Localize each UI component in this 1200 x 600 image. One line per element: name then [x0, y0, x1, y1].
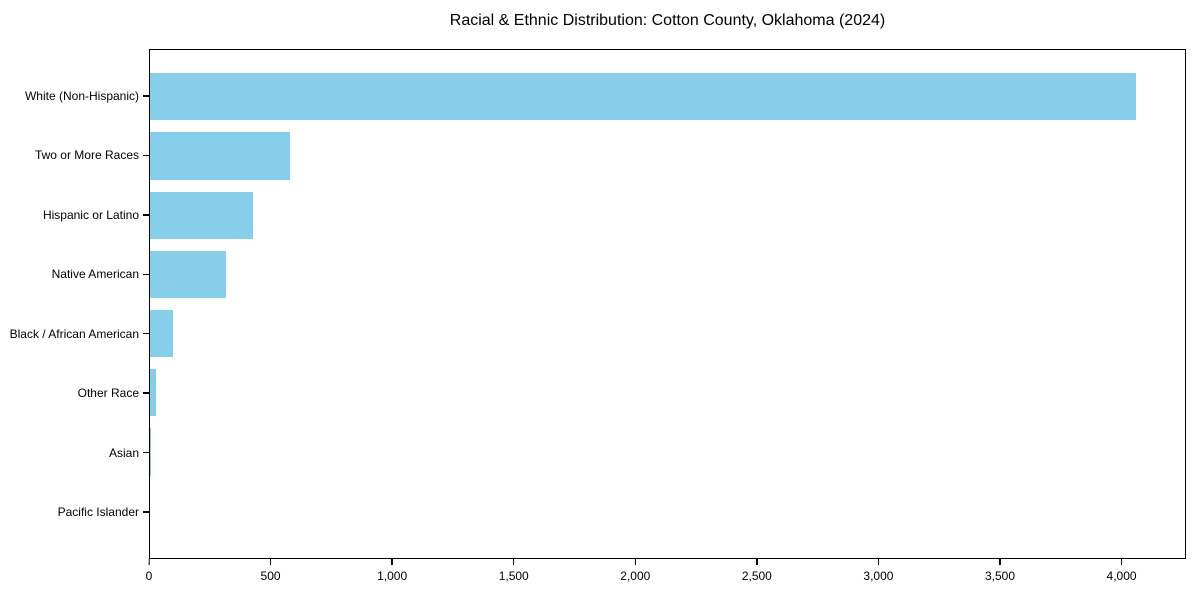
- x-tick-mark: [634, 559, 637, 565]
- y-tick-two-or-more-races: Two or More Races: [35, 148, 149, 162]
- x-tick-mark: [269, 559, 272, 565]
- bar-other-race: [150, 369, 156, 417]
- x-tick-label: 0: [145, 569, 153, 583]
- x-tick-mark: [1120, 559, 1123, 565]
- bar-black-african-american: [150, 309, 174, 358]
- y-tick-mark: [143, 214, 149, 216]
- y-axis: White (Non-Hispanic) Two or More Races His…: [0, 49, 149, 559]
- y-tick-mark: [143, 392, 149, 394]
- x-tick-1500: 1,500: [499, 559, 529, 583]
- x-tick-mark: [391, 559, 393, 565]
- y-tick-mark: [143, 154, 149, 157]
- x-tick-2000: 2,000: [620, 559, 650, 583]
- y-tick-label: Black / African American: [9, 326, 139, 341]
- x-tick-label: 1,500: [498, 569, 529, 583]
- y-tick-label: Two or More Races: [34, 148, 139, 163]
- x-tick-4000: 4,000: [1107, 559, 1137, 583]
- bar-two-or-more-races: [150, 132, 291, 180]
- chart-title: Racial & Ethnic Distribution: Cotton Cou…: [449, 12, 886, 29]
- y-tick-mark: [143, 451, 149, 454]
- x-tick-1000: 1,000: [377, 559, 407, 583]
- y-tick-mark: [143, 95, 149, 97]
- y-tick-hispanic-or-latino: Hispanic or Latino: [43, 208, 149, 222]
- bar-hispanic-or-latino: [150, 191, 253, 239]
- x-tick-label: 1,000: [377, 569, 408, 583]
- y-tick-label: Pacific Islander: [57, 505, 139, 520]
- y-tick-label: Native American: [51, 267, 139, 282]
- x-tick-mark: [148, 559, 150, 565]
- x-axis: 0 500 1,000 1,500 2,000 2,500 3,000 3,500 4,000: [145, 559, 1186, 593]
- x-tick-mark: [999, 559, 1001, 565]
- x-tick-label: 3,500: [984, 569, 1015, 583]
- y-tick-pacific-islander: Pacific Islander: [58, 505, 149, 519]
- x-tick-label: 2,000: [620, 569, 651, 583]
- x-tick-label: 3,000: [863, 569, 894, 583]
- y-tick-label: White (Non-Hispanic): [24, 88, 139, 103]
- y-tick-label: Other Race: [77, 386, 139, 401]
- x-tick-mark: [877, 559, 880, 565]
- x-tick-0: 0: [145, 559, 153, 583]
- x-tick-label: 2,500: [741, 569, 772, 583]
- x-tick-mark: [512, 559, 515, 565]
- x-tick-label: 4,000: [1106, 569, 1137, 583]
- y-tick-other-race: Other Race: [78, 386, 149, 400]
- y-tick-asian: Asian: [109, 446, 149, 460]
- x-tick-3000: 3,000: [863, 559, 893, 583]
- plot-area: [149, 49, 1186, 559]
- x-tick-2500: 2,500: [742, 559, 772, 583]
- y-tick-native-american: Native American: [52, 267, 149, 281]
- x-tick-500: 500: [261, 559, 281, 583]
- y-tick-mark: [143, 273, 149, 276]
- x-tick-mark: [756, 559, 758, 565]
- bar-asian: [150, 428, 151, 476]
- y-tick-black-african-american: Black / African American: [10, 327, 149, 341]
- y-tick-label: Hispanic or Latino: [42, 207, 139, 222]
- y-tick-mark: [143, 332, 149, 335]
- y-tick-label: Asian: [108, 445, 139, 460]
- y-tick-white-non-hispanic: White (Non-Hispanic): [25, 89, 149, 103]
- y-tick-mark: [143, 511, 149, 513]
- bar-white-non-hispanic: [150, 73, 1136, 121]
- x-tick-3500: 3,500: [985, 559, 1015, 583]
- bar-native-american: [150, 250, 226, 299]
- x-tick-label: 500: [260, 569, 281, 583]
